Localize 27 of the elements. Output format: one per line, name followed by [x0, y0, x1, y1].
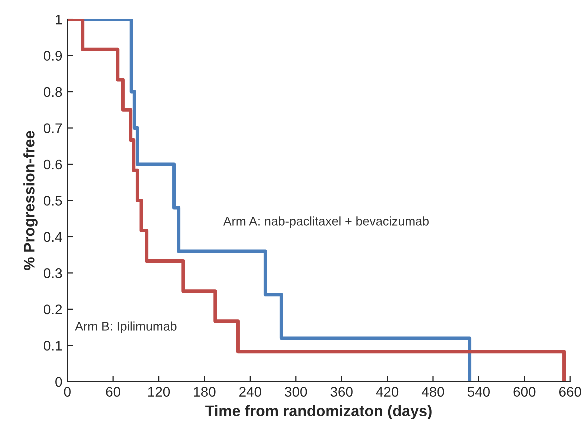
y-tick-label: 0.6 — [44, 160, 62, 170]
x-tick-label: 360 — [330, 387, 353, 397]
x-tick-label: 660 — [559, 387, 582, 397]
x-tick-label: 480 — [422, 387, 444, 397]
y-tick-label: 0.1 — [44, 341, 62, 351]
y-tick-label: 0.9 — [44, 51, 62, 61]
y-tick-label: 0.8 — [44, 87, 62, 98]
x-tick-label: 420 — [376, 387, 399, 397]
x-tick-label: 180 — [194, 387, 216, 397]
x-tick-label: 0 — [64, 387, 71, 397]
x-tick-label: 60 — [106, 387, 121, 397]
x-tick-label: 120 — [148, 387, 170, 397]
series-label: Arm A: nab-paclitaxel + bevacizumab — [223, 216, 429, 228]
y-tick-label: 0.5 — [44, 196, 62, 206]
y-tick-label: 0.2 — [44, 304, 62, 315]
y-tick-label: 0.4 — [44, 232, 62, 242]
x-tick-label: 540 — [468, 387, 490, 397]
text: Arm B: Ipilimumab — [75, 322, 177, 334]
x-tick-label: 240 — [240, 387, 262, 397]
x-tick-label: 600 — [514, 387, 536, 397]
y-tick-label: 0 — [56, 377, 62, 388]
y-tick-label: 0.7 — [44, 124, 62, 134]
x-axis-title: Time from randomizaton (days) — [206, 405, 432, 420]
x-tick-label: 300 — [285, 387, 308, 397]
y-tick-label: 0.3 — [44, 268, 62, 278]
y-axis-title: % Progression-free — [24, 131, 38, 270]
y-tick-label: 1 — [56, 15, 62, 25]
